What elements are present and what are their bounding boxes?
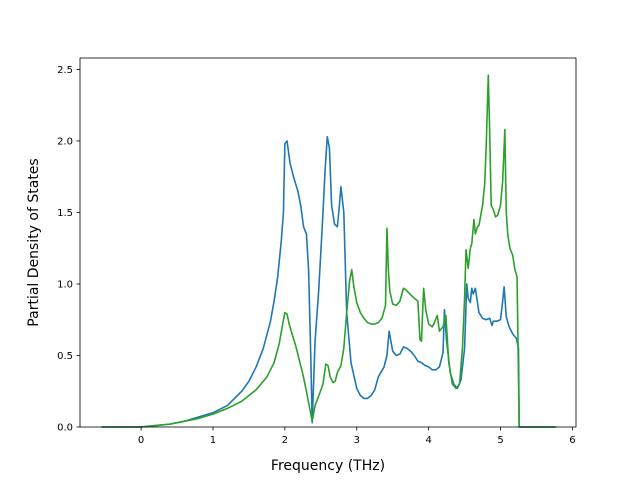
x-tick-label: 3: [354, 435, 360, 446]
x-tick-label: 6: [569, 435, 575, 446]
ticks-layer: 0 1 2 3 4 5 6 0.0 0.5 1.0 1.5 2.0 2.5: [57, 65, 575, 446]
y-tick-label: 2.5: [57, 65, 73, 76]
y-axis-label: Partial Density of States: [26, 158, 42, 326]
plot-frame: [79, 57, 577, 428]
y-tick-label: 1.0: [57, 279, 73, 290]
x-axis-label: Frequency (THz): [271, 458, 385, 474]
x-tick-label: 1: [210, 435, 216, 446]
series-line-2: [101, 74, 557, 428]
x-tick-label: 0: [138, 435, 144, 446]
y-tick-label: 1.5: [57, 208, 73, 219]
x-tick-label: 4: [425, 435, 431, 446]
y-tick-label: 2.0: [57, 136, 73, 147]
series-line-1: [101, 135, 555, 428]
y-tick-label: 0.0: [57, 423, 73, 434]
x-tick-label: 5: [497, 435, 503, 446]
series-layer: [101, 74, 557, 428]
x-tick-label: 2: [282, 435, 288, 446]
y-tick-label: 0.5: [57, 351, 73, 362]
